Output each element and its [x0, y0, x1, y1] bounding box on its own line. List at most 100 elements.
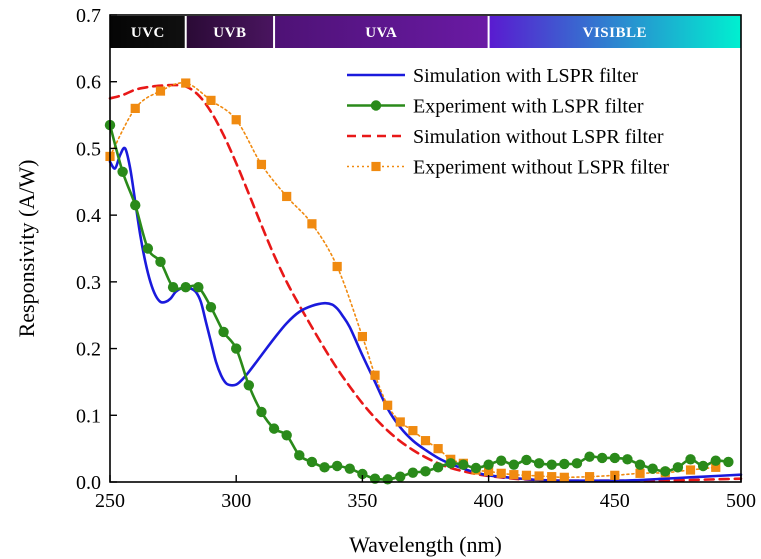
series-4-point	[155, 86, 166, 96]
band-uva	[274, 16, 489, 48]
legend-label-1: Simulation with LSPR filter	[413, 65, 638, 87]
series-4-point	[231, 115, 241, 125]
series-4-point	[206, 95, 216, 105]
series-4-point	[484, 466, 494, 476]
series-4-point	[559, 472, 569, 482]
series-2-point	[685, 454, 696, 465]
series-2-point	[660, 466, 671, 477]
series-4-point	[433, 444, 443, 454]
y-tick-label: 0.2	[76, 339, 101, 361]
band-label-uvb: UVB	[213, 25, 246, 41]
series-2-point	[508, 459, 520, 470]
y-tick-label: 0.4	[76, 205, 101, 227]
band-label-visible: VISIBLE	[583, 25, 647, 41]
series-2-point	[218, 326, 229, 338]
legend-label-4: Experiment without LSPR filter	[413, 157, 669, 179]
band-visible	[488, 16, 741, 48]
series-2-point	[117, 166, 128, 177]
x-axis-title: Wavelength (nm)	[349, 532, 502, 557]
series-2-point	[357, 468, 368, 480]
series-2-point	[130, 199, 141, 211]
plot-area	[104, 78, 743, 485]
series-2-point	[306, 456, 318, 468]
series-2-point	[470, 462, 482, 474]
legend-marker-2	[370, 100, 382, 111]
series-2-point	[672, 462, 684, 473]
y-axis-title: Responsivity (A/W)	[14, 160, 39, 338]
spectral-bands: UVC UVB UVA VISIBLE	[110, 16, 741, 48]
series-2-point	[584, 451, 595, 462]
series-4-point	[307, 219, 317, 229]
series-4-point	[408, 426, 418, 436]
series-4-point	[685, 465, 696, 475]
series-4-point	[534, 471, 544, 481]
x-tick-label: 450	[600, 490, 630, 512]
series-2-point	[647, 463, 658, 474]
y-tick-label: 0.6	[76, 72, 101, 94]
series-2-point	[571, 458, 583, 469]
x-tick-label: 500	[726, 490, 756, 512]
series-4-point	[370, 370, 380, 380]
series-2-point	[420, 466, 431, 477]
y-tick-label: 0.1	[76, 405, 101, 427]
series-4-point	[711, 462, 721, 472]
series-2-point	[344, 463, 355, 474]
series-4-point	[383, 400, 393, 410]
series-line-1	[108, 146, 743, 483]
series-2-point	[281, 430, 292, 441]
series-4-point	[332, 261, 342, 272]
series-2-point	[697, 460, 709, 472]
series-2-point	[231, 343, 242, 354]
series-4-point	[256, 159, 267, 170]
series-2-point	[483, 459, 494, 470]
series-4-point	[547, 472, 557, 482]
x-tick-label: 350	[347, 490, 377, 512]
x-tick-label: 250	[95, 490, 125, 512]
y-tick-label: 0.0	[76, 472, 101, 494]
y-tick-label: 0.5	[76, 138, 101, 160]
series-2-point	[193, 281, 204, 293]
series-2-point	[432, 462, 444, 473]
y-tick-label: 0.3	[76, 272, 101, 294]
series-2-point	[407, 467, 419, 478]
series-2-point	[496, 455, 507, 466]
series-4-point	[357, 331, 367, 342]
plot-frame	[109, 14, 742, 483]
series-2-point	[395, 471, 406, 482]
band-label-uvc: UVC	[131, 25, 165, 41]
series-2-point	[559, 458, 570, 470]
series-2-point	[458, 459, 469, 470]
y-tick-label: 0.7	[76, 5, 101, 27]
series-2-point	[331, 460, 343, 472]
series-2-point	[382, 474, 393, 485]
series-2-point	[256, 406, 267, 418]
legend: Simulation with LSPR filter Experiment wi…	[347, 65, 669, 179]
x-tick-label: 400	[474, 490, 504, 512]
series-2-point	[609, 452, 620, 464]
legend-label-2: Experiment with LSPR filter	[413, 96, 644, 118]
series-2-point	[521, 454, 532, 466]
series-2-point	[268, 423, 280, 434]
series-2-point	[533, 458, 545, 469]
legend-label-3: Simulation without LSPR filter	[413, 126, 664, 148]
series-2-point	[634, 459, 646, 470]
band-uvb	[185, 16, 275, 48]
series-2-point	[622, 454, 633, 465]
axis-ticks: 250 300 350 400 450 500 0.0 0.1 0.2 0.3 0.4 0.5 0.6 0…	[76, 5, 756, 512]
series-2-point	[167, 281, 179, 293]
series-4-point	[496, 468, 506, 478]
series-4-point	[395, 417, 405, 427]
series-2-point	[205, 302, 217, 313]
series-2-point	[710, 455, 721, 466]
series-2-point	[180, 281, 191, 293]
series-4-point	[509, 470, 519, 480]
series-2-point	[155, 256, 166, 268]
series-4-point	[282, 191, 292, 202]
band-label-uva: UVA	[365, 25, 397, 41]
series-2-point	[546, 459, 557, 470]
legend-marker-4	[371, 161, 381, 172]
series-2-point	[142, 243, 154, 254]
series-2-point	[294, 450, 305, 461]
series-2-point	[319, 462, 330, 473]
